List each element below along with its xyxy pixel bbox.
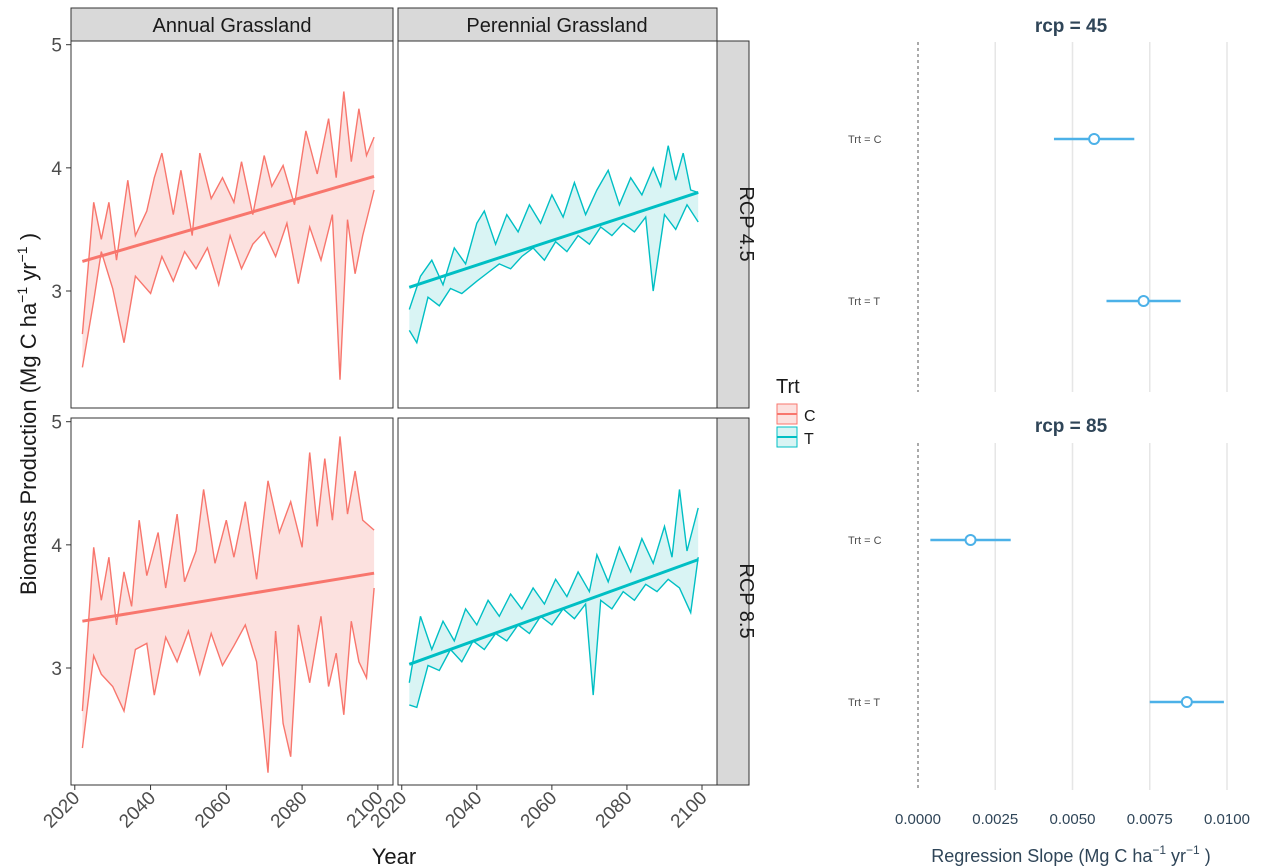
panel-border (70, 417, 394, 786)
legend: Trt C T (776, 376, 816, 448)
forest-x-ticks: 0.0000 0.0025 0.0050 0.0075 0.0100 (895, 811, 1250, 828)
series-T-trend-line (408, 558, 699, 666)
x-tick-label: 2020 (40, 788, 85, 833)
legend-label-t: T (804, 431, 814, 448)
y-tick-label: 4 (51, 159, 62, 180)
forest-row-label: Trt = T (848, 296, 880, 308)
forest-rows: Trt = C Trt = T Trt = C Trt = T (848, 133, 1224, 709)
forest-x-title-main: Regression Slope (Mg C ha (931, 846, 1153, 866)
legend-label-c: C (804, 408, 816, 425)
series-C-upper-line (81, 436, 375, 712)
series-C-trend-line (82, 571, 375, 623)
panel-rcp45-annual (70, 40, 394, 409)
forest-x-tick-label: 0.0050 (1050, 811, 1096, 828)
y-axis-title: Biomass Production (Mg C ha−1 yr−1 ) (14, 233, 41, 595)
series-T-upper-line (408, 489, 699, 683)
forest-row-label: Trt = C (848, 134, 882, 146)
y-tick-label: 3 (51, 282, 62, 303)
x-tick-label: 2080 (592, 788, 637, 833)
strip-rcp45-label: RCP 4.5 (735, 186, 757, 261)
strip-perennial-label: Perennial Grassland (466, 15, 647, 37)
strip-perennial (397, 7, 718, 42)
panel-rcp45-perennial (397, 40, 718, 409)
series-T-ribbon (409, 489, 699, 708)
series-T-lower-line (409, 557, 699, 709)
panel-rcp85-annual (70, 417, 394, 786)
forest-row-label: Trt = C (848, 535, 882, 547)
forest-estimate-point (1137, 295, 1150, 307)
x-tick-label: 2040 (442, 788, 487, 833)
forest-x-tick-label: 0.0075 (1127, 811, 1173, 828)
forest-x-title-mid: yr (1166, 846, 1186, 866)
y-axis-title-mid: yr (16, 262, 41, 286)
forest-x-tick-label: 0.0100 (1204, 811, 1250, 828)
panel-border (397, 417, 718, 786)
forest-estimate-point (964, 534, 977, 546)
x-tick-label: 2040 (115, 788, 160, 833)
series-C-lower-line (81, 189, 375, 380)
panel-rcp85-perennial (397, 417, 718, 786)
y-tick-label: 5 (51, 36, 62, 57)
strip-rcp85-label: RCP 8.5 (735, 563, 757, 638)
forest-x-title-end: ) (1200, 846, 1211, 866)
forest-gridlines (917, 42, 1228, 790)
forest-x-axis-title: Regression Slope (Mg C ha−1 yr−1 ) (931, 843, 1210, 866)
forest-x-tick-label: 0.0000 (895, 811, 941, 828)
x-axis-title: Year (372, 844, 416, 867)
facet-chart: Annual Grassland Perennial Grassland RCP… (14, 7, 816, 867)
strip-annual-label: Annual Grassland (153, 15, 312, 37)
y-axis-title-sup1: −1 (14, 287, 30, 303)
x-tick-label: 2100 (667, 788, 712, 833)
panel-border (70, 40, 394, 409)
y-tick-label: 4 (51, 536, 62, 557)
y-tick-label: 3 (51, 659, 62, 680)
series-T-trend-line (408, 191, 699, 289)
forest-x-title-sup1: −1 (1152, 843, 1166, 857)
y-axis-ticks: 3 4 5 3 4 5 (51, 36, 71, 680)
forest-x-title-sup2: −1 (1186, 843, 1200, 857)
strip-rcp85 (716, 417, 750, 786)
series-C-lower-line (81, 587, 375, 773)
series-T-upper-line (408, 145, 699, 310)
forest-estimate-point (1088, 133, 1101, 145)
forest-estimate-point (1180, 696, 1193, 708)
strip-rcp45 (716, 40, 750, 409)
series-C-trend-line (81, 175, 375, 263)
panel-border (397, 40, 718, 409)
y-axis-title-main: Biomass Production (Mg C ha (16, 302, 41, 595)
x-tick-label: 2060 (517, 788, 562, 833)
x-tick-label: 2060 (191, 788, 236, 833)
y-axis-title-sup2: −1 (14, 246, 30, 262)
forest-x-tick-label: 0.0025 (972, 811, 1018, 828)
x-tick-label: 2080 (267, 788, 312, 833)
forest-row-label: Trt = T (848, 697, 880, 709)
forest-panel-title-85: rcp = 85 (1035, 416, 1108, 437)
y-axis-title-end: ) (16, 233, 41, 246)
legend-title: Trt (776, 376, 800, 398)
strip-annual (70, 7, 394, 42)
series-T-lower-line (408, 203, 699, 345)
y-tick-label: 5 (51, 413, 62, 434)
series-C-upper-line (81, 91, 375, 335)
forest-panel-title-45: rcp = 45 (1035, 16, 1108, 37)
